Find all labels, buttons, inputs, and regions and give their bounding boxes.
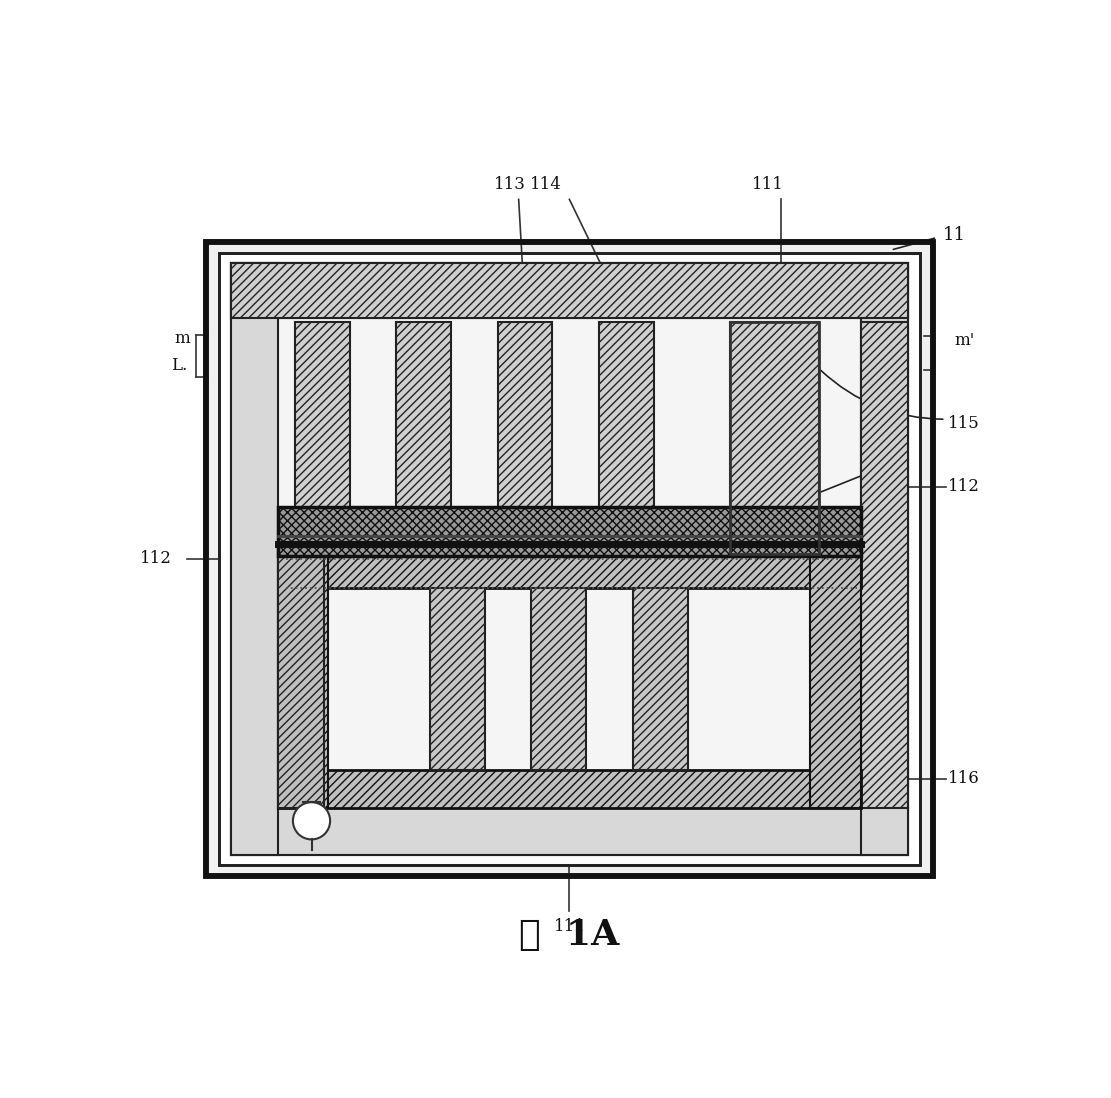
Bar xyxy=(278,770,861,808)
Text: 113: 113 xyxy=(494,176,527,192)
Text: 112: 112 xyxy=(948,479,980,495)
Bar xyxy=(231,262,908,854)
Text: 111: 111 xyxy=(752,176,784,192)
Bar xyxy=(231,262,908,317)
Bar xyxy=(294,322,350,554)
Bar xyxy=(206,242,933,876)
Bar xyxy=(861,322,908,808)
Text: m: m xyxy=(174,330,190,347)
Bar xyxy=(861,262,908,854)
Circle shape xyxy=(293,803,330,839)
Bar xyxy=(231,262,908,317)
Bar xyxy=(231,808,908,854)
Bar xyxy=(396,322,451,554)
Bar xyxy=(730,322,819,554)
Bar xyxy=(278,546,329,808)
Bar xyxy=(278,317,861,808)
Bar xyxy=(231,262,278,854)
Bar xyxy=(219,253,920,865)
Bar xyxy=(219,253,920,865)
Bar xyxy=(810,546,861,808)
Text: 114: 114 xyxy=(530,176,562,192)
Text: 图  1A: 图 1A xyxy=(519,918,620,952)
Text: 11: 11 xyxy=(943,226,967,244)
Text: L.: L. xyxy=(171,357,187,374)
Bar xyxy=(531,589,587,770)
Bar xyxy=(206,242,933,876)
Bar xyxy=(430,589,484,770)
Text: 112: 112 xyxy=(140,550,172,568)
Bar xyxy=(278,550,861,589)
Bar xyxy=(498,322,552,554)
Bar xyxy=(278,507,861,557)
Bar xyxy=(278,554,324,808)
Bar xyxy=(633,589,688,770)
Bar xyxy=(730,322,819,554)
Text: 115: 115 xyxy=(948,415,980,432)
Text: A: A xyxy=(889,455,904,472)
Bar xyxy=(599,322,654,554)
Text: m': m' xyxy=(954,332,974,349)
Text: 116: 116 xyxy=(948,770,980,787)
Text: 111: 111 xyxy=(553,918,585,935)
